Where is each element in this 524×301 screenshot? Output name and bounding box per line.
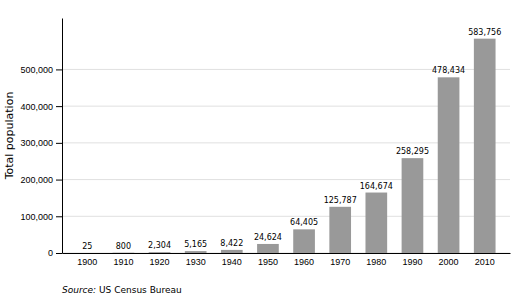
data-label: 5,165	[184, 240, 207, 249]
y-tick-label: 500,000	[20, 65, 53, 75]
annotation: Source:	[62, 285, 96, 295]
x-tick: 1930	[186, 253, 206, 267]
plot: 258002,3045,1658,42224,62464,405125,7871…	[20, 19, 510, 268]
x-tick-label: 1930	[186, 257, 206, 267]
x-tick-label: 2010	[475, 257, 495, 267]
y-tick: 500,000	[20, 65, 62, 75]
x-tick-label: 1950	[258, 257, 278, 267]
bar	[438, 77, 460, 253]
data-label: 800	[116, 242, 131, 251]
bar	[76, 252, 98, 253]
x-tick-label: 1960	[294, 257, 314, 267]
data-label: 24,624	[254, 233, 282, 242]
x-tick-label: 1980	[366, 257, 386, 267]
y-tick-mark	[56, 216, 62, 217]
y-tick: 300,000	[20, 138, 62, 148]
x-tick-label: 1910	[113, 257, 133, 267]
bar	[257, 244, 279, 253]
bar	[474, 39, 496, 253]
x-axis: 1900 1910 1920 1930 1940 1950 1960 1970 1980 1990…	[63, 253, 511, 267]
annotation: US Census Bureau	[96, 285, 182, 295]
source-note: Source: US Census Bureau	[62, 285, 182, 295]
bars	[76, 39, 495, 253]
y-tick: 400,000	[20, 102, 62, 112]
grid	[62, 69, 510, 253]
data-label: 125,787	[324, 196, 357, 205]
x-tick: 1900	[77, 253, 97, 267]
data-label: 64,405	[290, 218, 318, 227]
y-tick: 100,000	[20, 212, 62, 222]
x-tick: 1920	[150, 253, 170, 267]
y-tick: 200,000	[20, 175, 62, 185]
data-label: 478,434	[432, 66, 465, 75]
y-tick-label: 200,000	[20, 175, 53, 185]
y-tick-mark	[56, 106, 62, 107]
x-tick-label: 2000	[439, 257, 459, 267]
bar	[293, 229, 315, 253]
y-tick: 0	[48, 248, 62, 258]
bar	[402, 158, 424, 253]
bar	[329, 207, 351, 253]
bar	[113, 252, 135, 253]
y-tick-mark	[56, 253, 62, 254]
x-tick: 1970	[330, 253, 350, 267]
data-label: 25	[82, 242, 92, 251]
x-tick-label: 1940	[222, 257, 242, 267]
data-label: 8,422	[220, 239, 243, 248]
bar	[221, 250, 243, 253]
x-tick: 1960	[294, 253, 314, 267]
x-axis-line	[63, 253, 511, 254]
x-tick: 1990	[402, 253, 422, 267]
x-tick-label: 1990	[402, 257, 422, 267]
x-tick-label: 1970	[330, 257, 350, 267]
y-tick-mark	[56, 69, 62, 70]
data-label: 2,304	[148, 241, 171, 250]
x-tick: 2000	[439, 253, 459, 267]
y-tick-mark	[56, 143, 62, 144]
x-tick: 1940	[222, 253, 242, 267]
x-tick: 2010	[475, 253, 495, 267]
y-tick-label: 100,000	[20, 212, 53, 222]
x-tick-label: 1920	[150, 257, 170, 267]
y-tick-label: 400,000	[20, 102, 53, 112]
data-label: 583,756	[468, 28, 501, 37]
y-tick-mark	[56, 180, 62, 181]
y-axis-line	[62, 19, 63, 254]
y-tick-label: 300,000	[20, 138, 53, 148]
x-tick-label: 1900	[77, 257, 97, 267]
y-axis-title: Total population	[3, 92, 16, 181]
y-tick-label: 0	[48, 248, 53, 258]
bar	[185, 251, 207, 253]
data-labels: 25 800 2,304 5,165 8,422 24,624 64,405 125,7871…	[82, 28, 501, 251]
bar	[149, 252, 171, 253]
y-axis: 0 100,000 200,000 300,000 400,000 500,000	[20, 19, 62, 259]
x-tick: 1980	[366, 253, 386, 267]
chart: 258002,3045,1658,42224,62464,405125,7871…	[0, 0, 524, 301]
data-label: 258,295	[396, 147, 429, 156]
data-label: 164,674	[360, 182, 393, 191]
x-tick: 1950	[258, 253, 278, 267]
x-tick: 1910	[113, 253, 133, 267]
bar	[365, 193, 387, 253]
